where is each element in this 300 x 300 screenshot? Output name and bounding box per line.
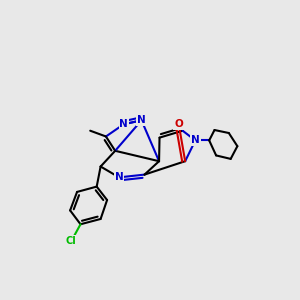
Text: Cl: Cl bbox=[66, 236, 77, 246]
Text: N: N bbox=[119, 119, 128, 129]
Text: N: N bbox=[115, 172, 124, 182]
Text: O: O bbox=[174, 119, 183, 129]
Text: N: N bbox=[137, 115, 146, 125]
Text: N: N bbox=[191, 135, 200, 146]
